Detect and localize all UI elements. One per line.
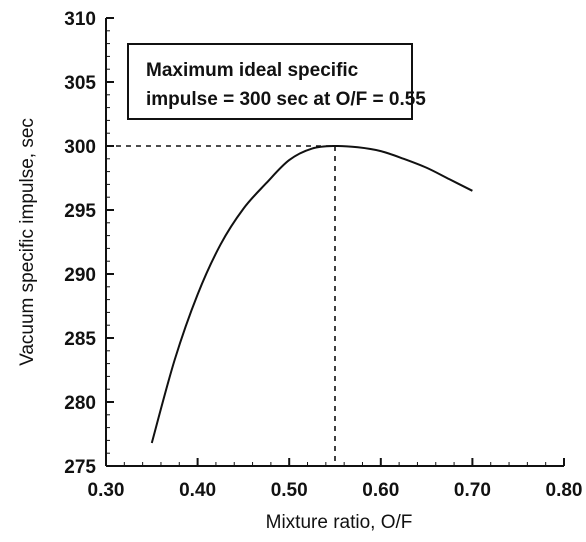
series-layer bbox=[150, 144, 473, 444]
x-tick-label: 0.30 bbox=[88, 480, 125, 501]
y-tick-label: 300 bbox=[64, 137, 96, 158]
x-tick-label: 0.60 bbox=[362, 480, 399, 501]
y-tick-label: 280 bbox=[64, 393, 96, 414]
y-axis-title: Vacuum specific impulse, sec bbox=[17, 118, 38, 366]
x-axis-ticks: 0.30 0.40 0.50 0.60 0.70 0.80 bbox=[88, 458, 583, 501]
x-tick-label: 0.40 bbox=[179, 480, 216, 501]
annotation-box: Maximum ideal specific impulse = 300 sec… bbox=[127, 43, 426, 120]
plot-frame bbox=[105, 18, 564, 467]
y-tick-label: 290 bbox=[64, 265, 96, 286]
y-tick-label: 285 bbox=[64, 329, 96, 350]
y-tick-label: 275 bbox=[64, 457, 96, 478]
y-tick-label: 305 bbox=[64, 73, 96, 94]
guide-lines bbox=[106, 145, 336, 466]
annotation-frame bbox=[127, 43, 413, 120]
annotation-line-1: Maximum ideal specific bbox=[146, 60, 359, 81]
x-tick-label: 0.70 bbox=[454, 480, 491, 501]
annotation-line-2: impulse = 300 sec at O/F = 0.55 bbox=[146, 89, 426, 110]
x-tick-label: 0.50 bbox=[271, 480, 308, 501]
specific-impulse-curve bbox=[150, 144, 473, 444]
x-axis-title: Mixture ratio, O/F bbox=[266, 512, 413, 533]
x-tick-label: 0.80 bbox=[546, 480, 583, 501]
y-axis-ticks: 275 280 285 290 295 300 305 310 bbox=[64, 9, 114, 478]
y-tick-label: 310 bbox=[64, 9, 96, 30]
y-tick-label: 295 bbox=[64, 201, 96, 222]
